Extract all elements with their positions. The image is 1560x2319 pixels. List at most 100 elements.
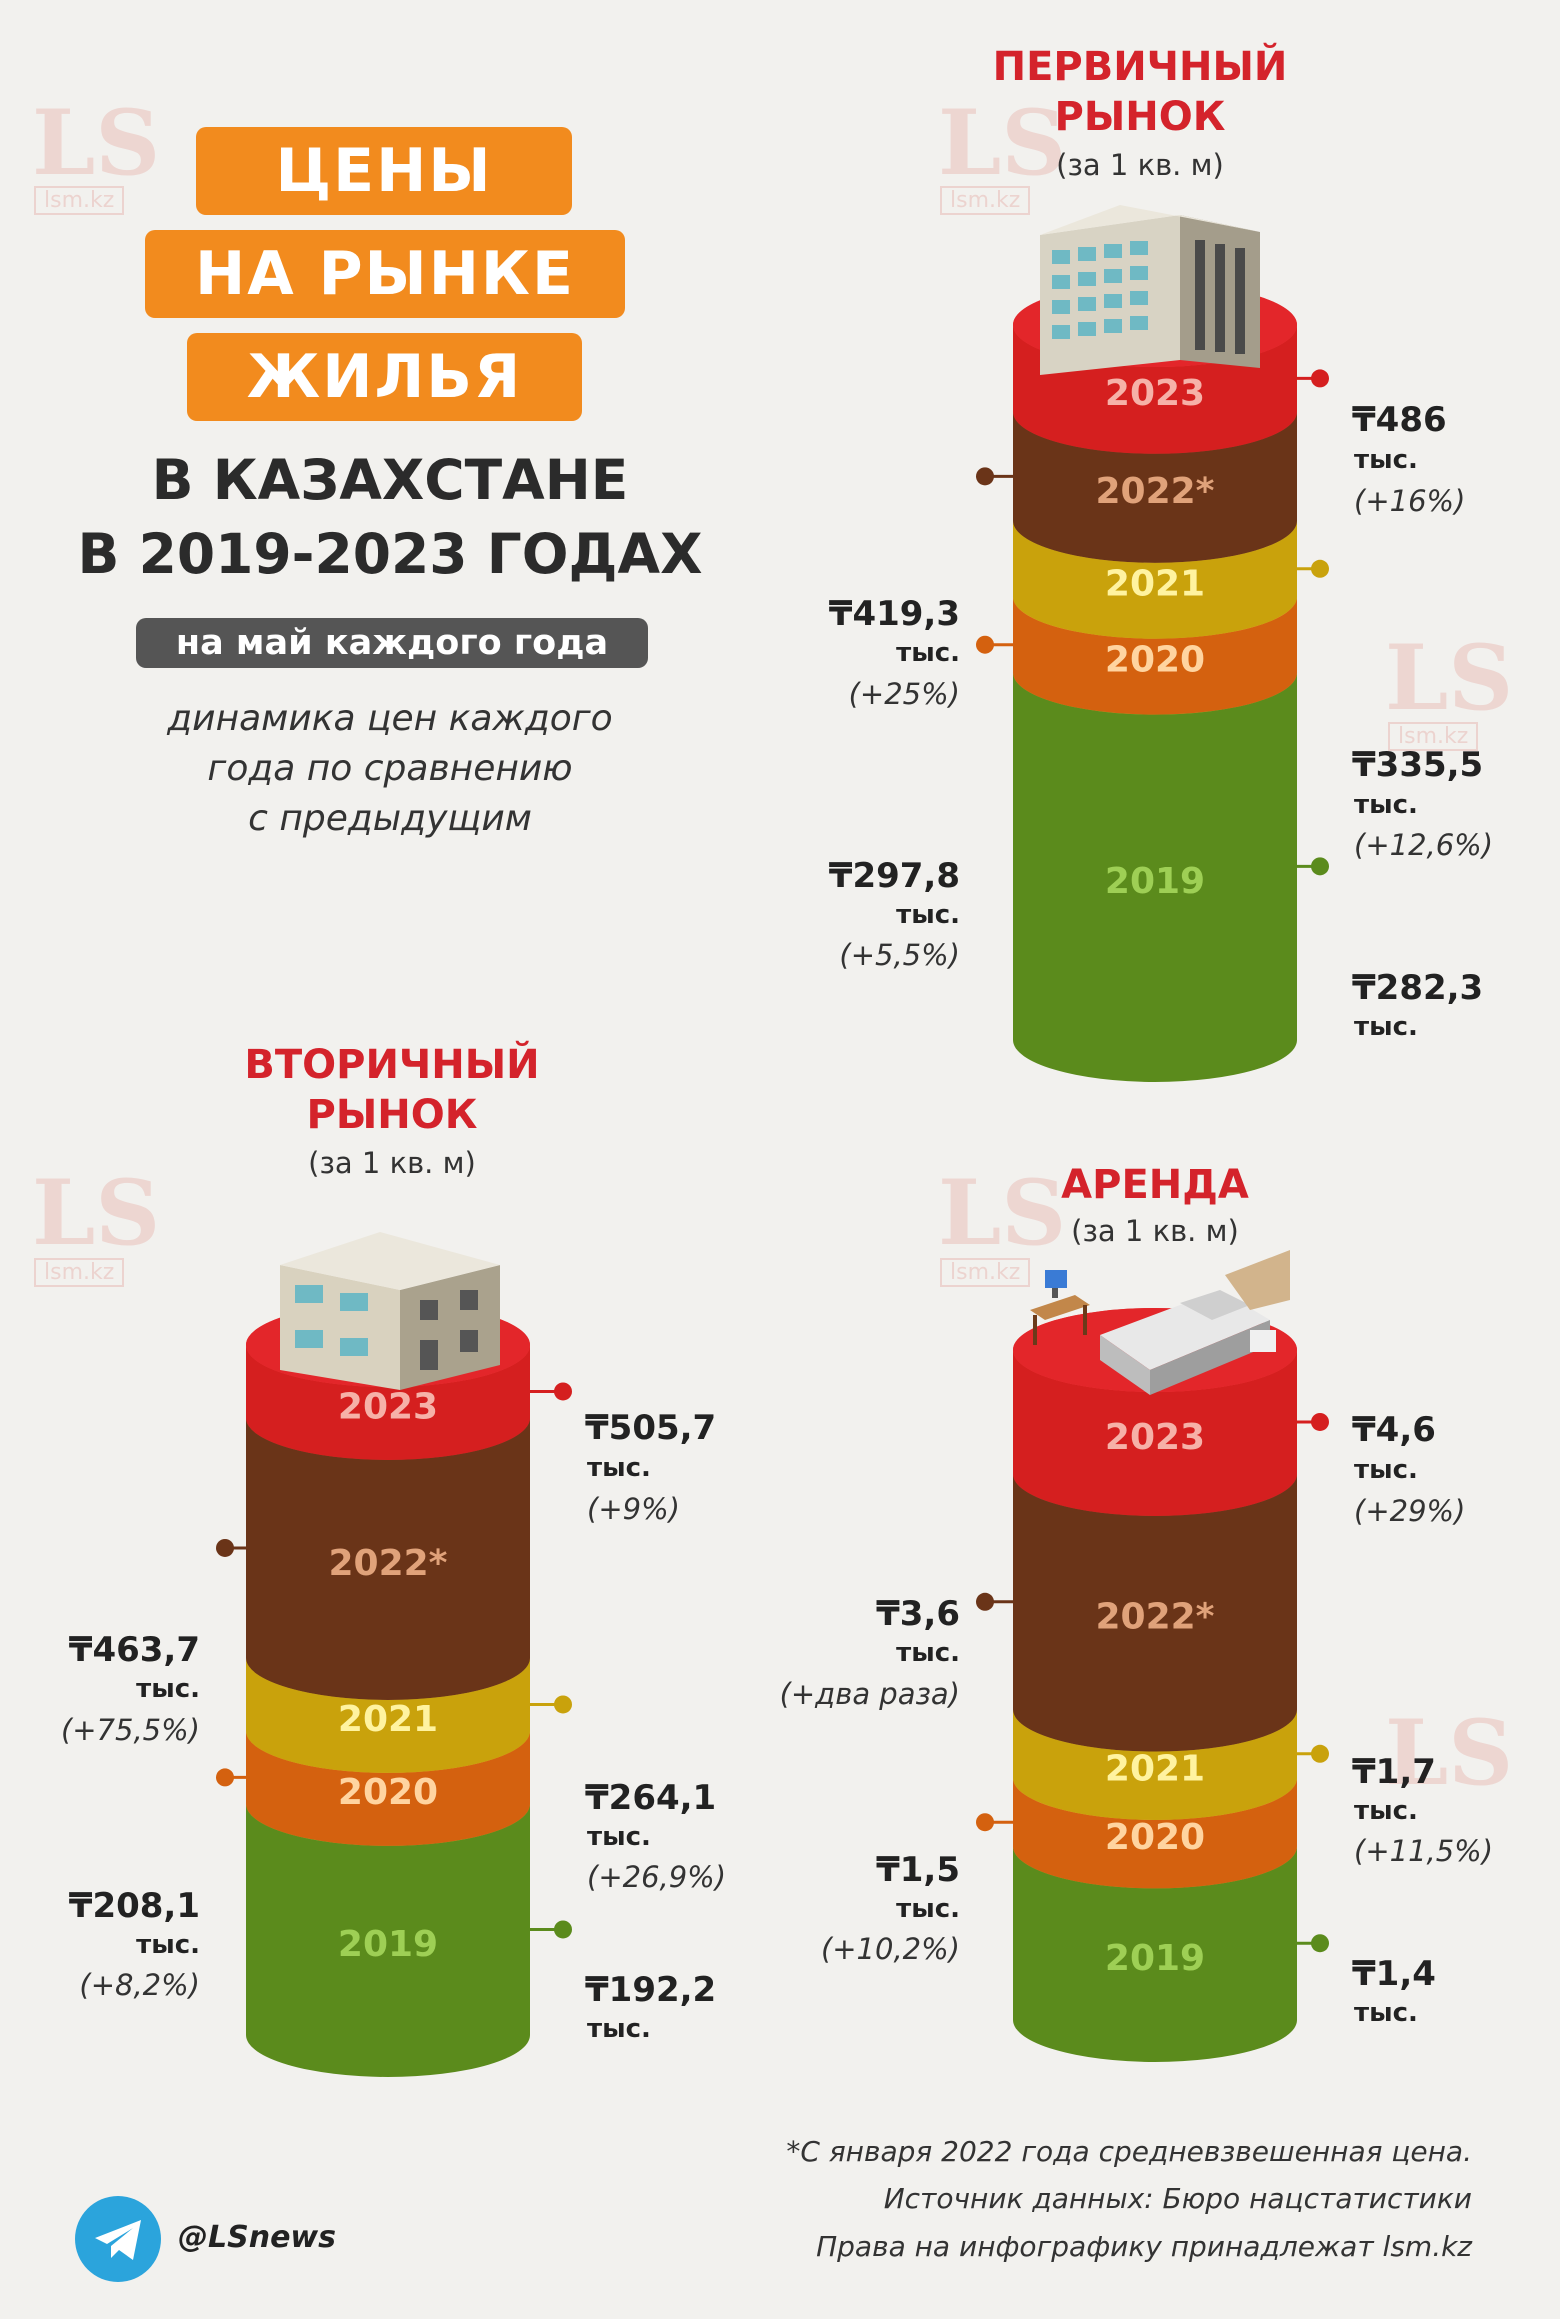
primary-change-2020: (+5,5%) (839, 938, 960, 972)
primary-year-label: 2020 (1105, 639, 1205, 680)
description-line-3: с предыдущим (248, 798, 532, 839)
secondary-unit-2019: тыс. (587, 2014, 651, 2044)
rent-change-2020: (+10,2%) (820, 1932, 960, 1966)
secondary-connector-dot (554, 1382, 572, 1401)
primary-segment-body (1013, 411, 1297, 563)
primary-year-label: 2021 (1105, 564, 1205, 605)
watermark-site: lsm.kz (940, 1258, 1031, 1287)
watermark-site: lsm.kz (34, 1258, 125, 1287)
primary-unit: (за 1 кв. м) (1056, 148, 1224, 182)
secondary-year-label: 2020 (338, 1772, 438, 1813)
primary-value-2022: ₸419,3 (828, 594, 960, 634)
footnote-source: Источник данных: Бюро нацстатистики (883, 2182, 1472, 2215)
secondary-change-2023: (+9%) (587, 1492, 680, 1526)
watermark-logo: LS (938, 90, 1067, 196)
secondary-year-label: 2023 (338, 1386, 438, 1427)
primary-connector-dot (1311, 369, 1329, 388)
secondary-year-label: 2021 (338, 1699, 438, 1740)
watermark-site: lsm.kz (1388, 722, 1479, 751)
secondary-unit-2023: тыс. (587, 1453, 651, 1483)
secondary-unit: (за 1 кв. м) (308, 1146, 476, 1180)
secondary-segment-body (246, 1803, 530, 2077)
rent-unit-2019: тыс. (1354, 1998, 1418, 2028)
telegram-icon[interactable] (75, 2196, 161, 2282)
primary-connector-dot (1311, 857, 1329, 876)
rent-connector-dot (1311, 1412, 1329, 1431)
secondary-connector-dot (554, 1695, 572, 1714)
secondary-unit-2020: тыс. (136, 1930, 200, 1960)
description-line-1: динамика цен каждого (167, 698, 613, 739)
rent-cylinder-chart: 2019 2020 2021 2022* 2023 (976, 1308, 1329, 2062)
watermark-logo: LS (1385, 1700, 1514, 1806)
rent-unit-2020: тыс. (896, 1894, 960, 1924)
secondary-value-2022: ₸463,7 (68, 1630, 200, 1670)
primary-connector-dot (976, 635, 994, 654)
title-line-2: НА РЫНКЕ (145, 230, 625, 318)
secondary-change-2020: (+8,2%) (79, 1968, 200, 2002)
rent-change-2021: (+11,5%) (1354, 1834, 1494, 1868)
rent-connector-dot (1311, 1744, 1329, 1763)
apartment-building-icon (1040, 205, 1260, 375)
primary-connector-dot (1311, 559, 1329, 578)
rent-unit-2021: тыс. (1354, 1796, 1418, 1826)
bedroom-furniture-icon (1030, 1250, 1290, 1395)
rent-year-label: 2023 (1105, 1417, 1205, 1458)
primary-unit-2021: тыс. (1354, 790, 1418, 820)
rent-unit-2023: тыс. (1354, 1455, 1418, 1485)
secondary-unit-2021: тыс. (587, 1822, 651, 1852)
low-rise-house-icon (280, 1232, 500, 1390)
secondary-value-2020: ₸208,1 (68, 1886, 200, 1926)
rent-connector-dot (976, 1813, 994, 1832)
primary-value-2021: ₸335,5 (1352, 745, 1484, 785)
primary-cylinder-chart: 2019 2020 2021 2022* 2023 (976, 283, 1329, 1082)
watermark-logo: LS (938, 1160, 1067, 1266)
subtitle-line-2: В 2019-2023 ГОДАХ (77, 522, 703, 586)
subtitle-line-1: В КАЗАХСТАНЕ (151, 448, 629, 512)
watermark-logo: LS (32, 90, 161, 196)
rent-connector-dot (1311, 1934, 1329, 1953)
rent-segment-body (1013, 1350, 1297, 1516)
primary-title-line-2: РЫНОК (1054, 94, 1226, 140)
rent-change-2022: (+два раза) (779, 1677, 960, 1711)
secondary-title-line-2: РЫНОК (306, 1092, 478, 1138)
title-line-3: ЖИЛЬЯ (187, 333, 582, 421)
footnote-copyright: Права на инфографику принадлежат lsm.kz (816, 2230, 1472, 2263)
rent-year-label: 2020 (1105, 1817, 1205, 1858)
primary-unit-2022: тыс. (896, 638, 960, 668)
secondary-unit-2022: тыс. (136, 1674, 200, 1704)
primary-title-line-1: ПЕРВИЧНЫЙ (992, 44, 1288, 90)
rent-unit-2022: тыс. (896, 1638, 960, 1668)
rent-value-2020: ₸1,5 (876, 1850, 960, 1890)
rent-segment-body (1013, 1846, 1297, 2062)
watermark-site: lsm.kz (940, 186, 1031, 215)
primary-change-2022: (+25%) (848, 677, 960, 711)
rent-value-2022: ₸3,6 (876, 1594, 960, 1634)
primary-unit-2023: тыс. (1354, 445, 1418, 475)
rent-connector-dot (976, 1592, 994, 1611)
title-line-1: ЦЕНЫ (196, 127, 572, 215)
secondary-year-label: 2019 (338, 1924, 438, 1965)
secondary-segment-body (246, 1417, 530, 1700)
rent-value-2019: ₸1,4 (1352, 1954, 1436, 1994)
secondary-connector-dot (216, 1538, 234, 1557)
primary-value-2019: ₸282,3 (1352, 968, 1484, 1008)
primary-segment-body (1013, 672, 1297, 1082)
watermark-site: lsm.kz (34, 186, 125, 215)
primary-unit-2020: тыс. (896, 900, 960, 930)
primary-value-2020: ₸297,8 (828, 856, 960, 896)
rent-change-2023: (+29%) (1354, 1494, 1466, 1528)
rent-year-label: 2022* (1095, 1597, 1214, 1638)
rent-year-label: 2021 (1105, 1749, 1205, 1790)
watermark-logo: LS (32, 1160, 161, 1266)
telegram-handle[interactable]: @LSnews (178, 2220, 336, 2255)
date-note-badge: на май каждого года (136, 618, 648, 668)
primary-year-label: 2022* (1095, 471, 1214, 512)
rent-title: АРЕНДА (1061, 1162, 1249, 1208)
primary-value-2023: ₸486 (1352, 400, 1447, 440)
secondary-connector-dot (216, 1768, 234, 1787)
rent-segment-body (1013, 1473, 1297, 1752)
secondary-cylinder-chart: 2019 2020 2021 2022* 2023 (216, 1303, 572, 2077)
rent-value-2023: ₸4,6 (1352, 1410, 1436, 1450)
watermark-logo: LS (1385, 625, 1514, 731)
